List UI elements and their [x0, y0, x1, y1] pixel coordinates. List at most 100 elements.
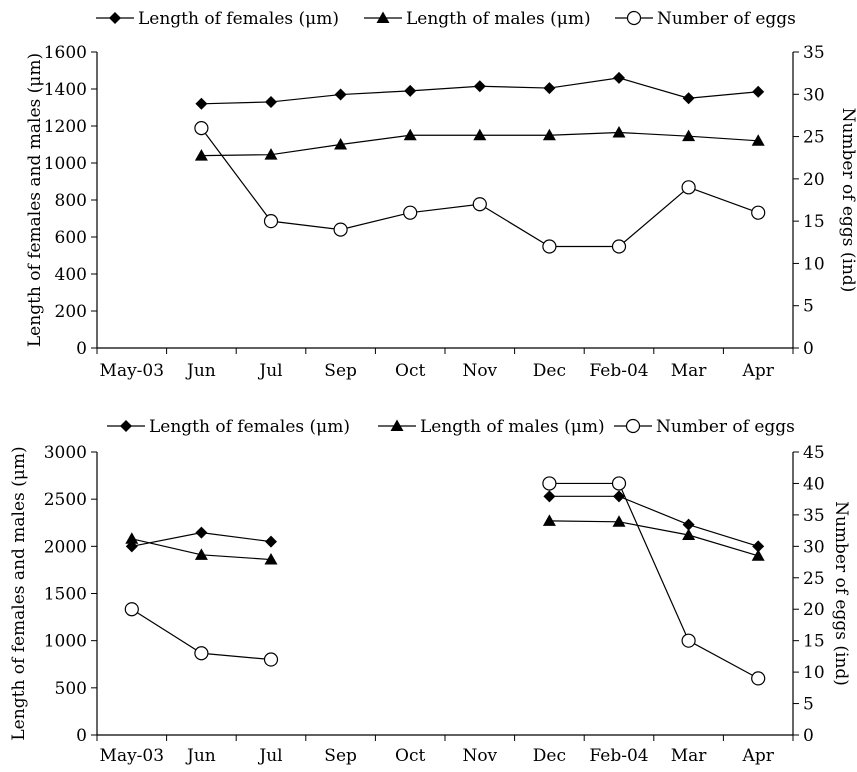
chart1-series-circle-point: [194, 121, 209, 136]
chart1-x-tick-label: Oct: [395, 361, 425, 381]
chart2-series-diamond-point: [125, 540, 138, 553]
chart2-series-diamond-point: [195, 526, 208, 539]
chart2-x-tick-label: Oct: [395, 746, 425, 766]
chart2-series-circle-point: [263, 652, 279, 667]
chart2-y2-tick-label: 30: [803, 537, 825, 557]
chart1-series-circle-point: [751, 205, 766, 220]
chart2-series-diamond-point: [265, 535, 277, 548]
chart2-legend-label: Length of males (μm): [420, 417, 605, 437]
chart1-series-triangle-point: [542, 128, 556, 141]
chart2-y-tick-label: 0: [76, 726, 87, 746]
chart1-x-tick-label: May-03: [100, 361, 165, 381]
chart2-series-diamond-point: [543, 490, 556, 503]
chart2-series-circle-point: [542, 476, 557, 491]
chart2-legend-marker: [120, 420, 132, 432]
chart1-legend-label: Number of eggs: [657, 9, 796, 29]
chart1-legend-label: Length of males (μm): [406, 9, 591, 29]
chart2-series-triangle-point: [751, 549, 765, 561]
chart1-series-triangle-point: [682, 129, 696, 142]
chart-bottom: 0 500 1000 1500 2000 2500 3000 0 5 10 15 20 25 30 35 40…: [0, 400, 857, 768]
chart1-y-tick-label: 1400: [44, 80, 87, 100]
chart2-x-tick-label: Nov: [462, 746, 497, 766]
chart2-series-triangle-line: [549, 520, 759, 557]
chart1-series-circle-point: [333, 222, 348, 237]
chart2-y-tick-label: 2500: [44, 490, 87, 510]
chart1-legend-marker: [376, 11, 390, 23]
chart2-legend-marker: [390, 419, 404, 431]
chart2-series-circle-line: [549, 482, 759, 679]
chart1-y-axis-title: Length of females and males (μm): [25, 53, 45, 347]
chart2-x-tick-label: Jun: [185, 746, 216, 766]
chart2-y-tick-label: 2000: [44, 537, 87, 557]
chart1-y2-tick-label: 20: [803, 170, 825, 190]
chart1-y-tick-label: 400: [55, 265, 87, 285]
chart1-series-diamond-point: [752, 85, 765, 98]
chart2-y2-tick-label: 5: [803, 695, 814, 715]
chart1-series-triangle-point: [473, 128, 487, 141]
chart2-x-tick-label: Feb-04: [589, 746, 648, 766]
chart1-series-circle-point: [263, 214, 279, 229]
chart2-y-axis-title: Length of females and males (μm): [9, 446, 29, 740]
chart2-series-circle-point: [681, 633, 696, 648]
chart2-series-diamond-point: [682, 518, 695, 531]
chart1-y-tick-label: 1000: [44, 154, 87, 174]
chart1-legend-marker: [109, 12, 121, 24]
chart2-y2-tick-label: 10: [803, 663, 825, 683]
chart2-series-diamond-point: [752, 540, 765, 553]
chart1-series-circle-point: [403, 205, 418, 220]
chart1-y-tick-label: 0: [76, 339, 87, 359]
chart2-series-circle-point: [194, 646, 209, 661]
chart-bottom-svg: 0 500 1000 1500 2000 2500 3000 0 5 10 15 20 25 30 35 40…: [9, 417, 851, 766]
chart1-y2-tick-label: 10: [803, 254, 825, 274]
chart1-series-triangle-point: [403, 128, 417, 141]
chart2-y2-tick-label: 35: [803, 506, 825, 526]
chart1-x-tick-label: Jul: [257, 361, 282, 381]
chart1-y-tick-label: 1200: [44, 117, 87, 137]
chart2-legend-label: Length of females (μm): [149, 417, 350, 437]
chart2-series-triangle-point: [194, 548, 208, 560]
chart2-y2-tick-label: 0: [803, 726, 814, 746]
chart2-y-tick-label: 1000: [44, 632, 87, 652]
chart2-series-diamond-point: [613, 490, 625, 503]
chart1-series-diamond-point: [473, 80, 486, 93]
chart1-y-tick-label: 200: [55, 302, 87, 322]
chart2-legend-label: Number of eggs: [656, 417, 795, 437]
chart1-series-diamond-point: [682, 92, 695, 105]
chart1-series-diamond-point: [543, 82, 556, 95]
chart2-x-tick-label: Sep: [324, 746, 357, 766]
chart2-y2-tick-label: 45: [803, 443, 825, 463]
chart2-series-triangle-point: [125, 532, 139, 544]
chart2-series-triangle-point: [682, 528, 696, 541]
chart1-x-tick-label: Nov: [462, 361, 497, 381]
chart2-series-diamond-line: [549, 495, 759, 547]
chart1-series-circle-line: [200, 127, 759, 248]
chart1-x-tick-label: Feb-04: [589, 361, 648, 381]
chart1-y-tick-label: 800: [55, 191, 87, 211]
chart2-series-circle-point: [611, 476, 627, 491]
chart2-y2-tick-label: 15: [803, 632, 825, 652]
chart2-y-tick-label: 500: [55, 679, 87, 699]
chart1-x-tick-label: Jun: [185, 361, 216, 381]
chart1-x-tick-label: Mar: [671, 361, 708, 381]
chart2-series-circle-point: [751, 671, 766, 686]
chart1-x-tick-label: Dec: [533, 361, 566, 381]
chart1-y2-tick-label: 5: [803, 297, 814, 317]
chart2-series-triangle-point: [264, 553, 278, 565]
chart1-y2-tick-label: 35: [803, 43, 825, 63]
chart1-series-diamond-point: [265, 95, 277, 108]
chart1-series-circle-point: [611, 239, 627, 254]
chart2-x-tick-label: Dec: [533, 746, 566, 766]
chart1-y2-tick-label: 25: [803, 128, 825, 148]
chart1-y-tick-label: 600: [55, 228, 87, 248]
chart1-series-diamond-point: [613, 71, 625, 84]
chart2-y-tick-label: 1500: [44, 585, 87, 605]
chart1-series-triangle-point: [612, 125, 626, 138]
chart2-x-tick-label: Apr: [742, 746, 775, 766]
chart1-series-triangle-point: [264, 148, 278, 160]
chart2-series-circle-point: [124, 602, 139, 617]
chart2-y2-tick-label: 25: [803, 569, 825, 589]
chart1-y2-tick-label: 0: [803, 339, 814, 359]
chart-top-svg: 0 200 400 600 800 1000 1200 1400 1600 0 5 10 15 20 25 3…: [25, 9, 857, 381]
chart1-series-diamond-point: [334, 88, 347, 101]
chart2-series-triangle-point: [612, 515, 626, 527]
